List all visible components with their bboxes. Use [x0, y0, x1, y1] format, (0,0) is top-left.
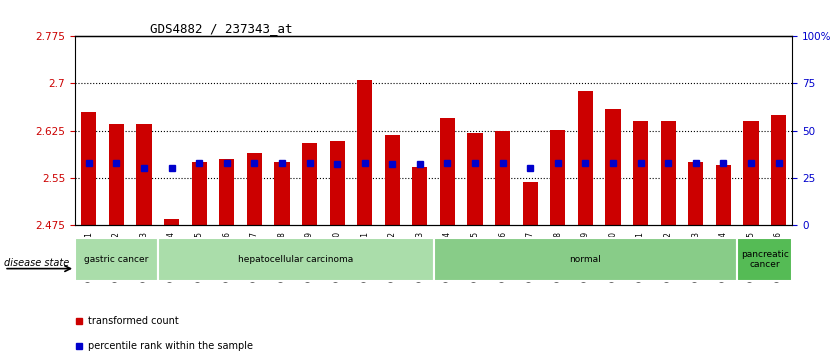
- Bar: [578, 91, 593, 225]
- Bar: [357, 80, 372, 225]
- Text: normal: normal: [570, 255, 601, 264]
- Bar: [743, 121, 758, 225]
- Bar: [192, 162, 207, 225]
- Bar: [434, 238, 737, 281]
- Text: disease state: disease state: [4, 258, 69, 268]
- Bar: [633, 121, 648, 225]
- Bar: [158, 238, 434, 281]
- Bar: [412, 167, 428, 225]
- Text: transformed count: transformed count: [88, 316, 178, 326]
- Bar: [81, 112, 97, 225]
- Bar: [688, 162, 703, 225]
- Bar: [75, 238, 158, 281]
- Bar: [302, 143, 317, 225]
- Bar: [274, 162, 289, 225]
- Bar: [109, 125, 124, 225]
- Bar: [440, 118, 455, 225]
- Bar: [661, 121, 676, 225]
- Text: gastric cancer: gastric cancer: [84, 255, 148, 264]
- Bar: [329, 141, 344, 225]
- Bar: [384, 135, 399, 225]
- Text: GDS4882 / 237343_at: GDS4882 / 237343_at: [150, 22, 293, 35]
- Text: pancreatic
cancer: pancreatic cancer: [741, 250, 789, 269]
- Bar: [247, 153, 262, 225]
- Bar: [468, 132, 483, 225]
- Bar: [164, 219, 179, 225]
- Bar: [605, 109, 620, 225]
- Bar: [523, 182, 538, 225]
- Bar: [771, 115, 786, 225]
- Text: percentile rank within the sample: percentile rank within the sample: [88, 341, 253, 351]
- Bar: [550, 130, 565, 225]
- Bar: [137, 125, 152, 225]
- Bar: [737, 238, 792, 281]
- Bar: [495, 131, 510, 225]
- Bar: [219, 159, 234, 225]
- Bar: [716, 165, 731, 225]
- Text: hepatocellular carcinoma: hepatocellular carcinoma: [239, 255, 354, 264]
